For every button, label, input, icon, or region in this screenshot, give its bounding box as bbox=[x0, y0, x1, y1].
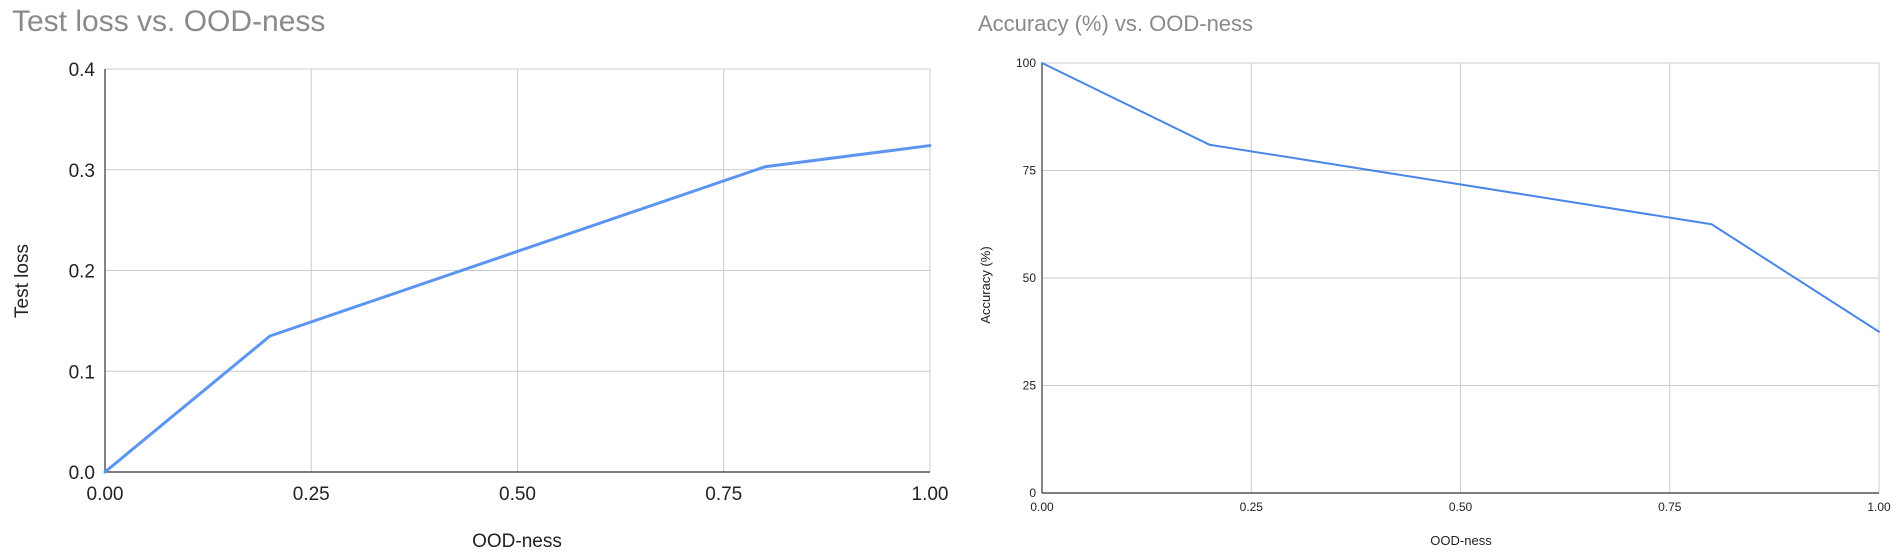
accuracy-chart-title: Accuracy (%) vs. OOD-ness bbox=[978, 11, 1253, 36]
test-loss-y-axis-label: Test loss bbox=[12, 244, 33, 318]
test-loss-y-tick-label: 0.2 bbox=[69, 262, 95, 283]
test-loss-chart-title: Test loss vs. OOD-ness bbox=[12, 5, 325, 38]
test-loss-x-tick-label: 0.00 bbox=[87, 484, 124, 505]
accuracy-x-axis-label: OOD-ness bbox=[1430, 533, 1492, 548]
test-loss-y-ticks: 0.0 0.1 0.2 0.3 0.4 bbox=[69, 60, 96, 484]
test-loss-x-axis-label: OOD-ness bbox=[472, 531, 562, 552]
accuracy-axes bbox=[1041, 63, 1879, 494]
test-loss-x-tick-label: 0.50 bbox=[499, 484, 536, 505]
accuracy-y-tick-label: 50 bbox=[1023, 271, 1037, 285]
test-loss-y-tick-label: 0.1 bbox=[69, 362, 95, 383]
accuracy-y-tick-label: 75 bbox=[1023, 164, 1037, 178]
test-loss-series-line bbox=[103, 144, 932, 474]
test-loss-y-tick-label: 0.0 bbox=[69, 463, 95, 484]
accuracy-y-tick-label: 25 bbox=[1023, 379, 1037, 393]
test-loss-gridlines bbox=[105, 68, 931, 472]
accuracy-y-tick-label: 100 bbox=[1016, 56, 1036, 70]
accuracy-gridlines bbox=[1042, 62, 1880, 493]
test-loss-x-ticks: 0.00 0.25 0.50 0.75 1.00 bbox=[87, 484, 949, 505]
test-loss-x-tick-label: 0.75 bbox=[705, 484, 742, 505]
test-loss-y-tick-label: 0.3 bbox=[69, 161, 95, 182]
accuracy-x-tick-label: 0.00 bbox=[1030, 500, 1054, 514]
accuracy-y-axis-label: Accuracy (%) bbox=[978, 246, 993, 323]
accuracy-y-tick-label: 0 bbox=[1029, 486, 1036, 500]
accuracy-series-line bbox=[1041, 62, 1880, 333]
accuracy-x-ticks: 0.00 0.25 0.50 0.75 1.00 bbox=[1030, 500, 1891, 514]
accuracy-x-tick-label: 0.75 bbox=[1658, 500, 1682, 514]
accuracy-chart: Accuracy (%) vs. OOD-ness 0 25 50 75 100 0.0… bbox=[978, 11, 1891, 548]
test-loss-y-tick-label: 0.4 bbox=[69, 60, 96, 81]
test-loss-axes bbox=[104, 69, 930, 473]
accuracy-x-tick-label: 0.25 bbox=[1240, 500, 1264, 514]
accuracy-x-tick-label: 1.00 bbox=[1867, 500, 1891, 514]
accuracy-y-ticks: 0 25 50 75 100 bbox=[1016, 56, 1036, 500]
accuracy-series-group bbox=[1041, 62, 1880, 333]
test-loss-x-tick-label: 0.25 bbox=[293, 484, 330, 505]
test-loss-chart: Test loss vs. OOD-ness 0.0 0.1 0.2 0.3 0.4 0… bbox=[12, 5, 948, 552]
accuracy-x-tick-label: 0.50 bbox=[1449, 500, 1473, 514]
test-loss-x-tick-label: 1.00 bbox=[912, 484, 949, 505]
test-loss-series-group bbox=[103, 144, 932, 474]
